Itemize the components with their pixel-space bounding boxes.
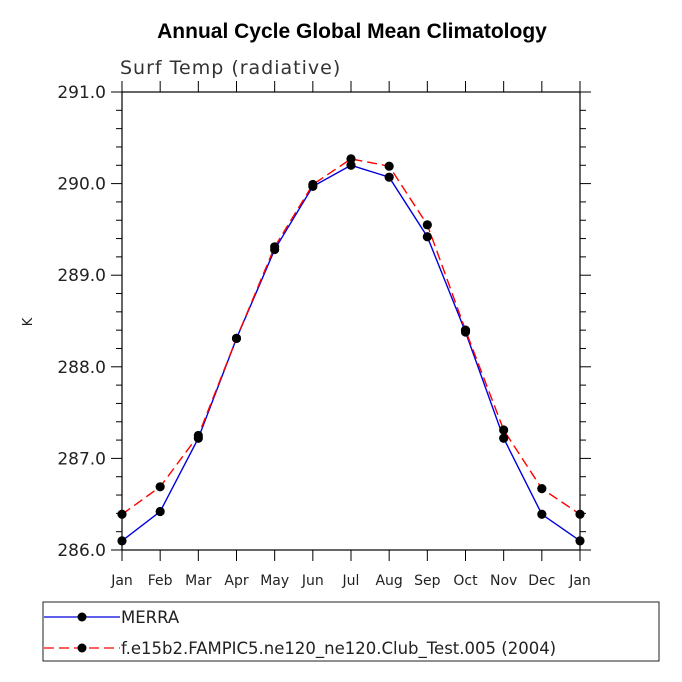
data-point-model (422, 220, 432, 230)
plot-axes: 286.0 287.0 288.0 289.0 290.0 291.0 Jan Feb Mar A… (57, 81, 591, 589)
x-tick-label: Jun (301, 573, 324, 589)
data-point-model (193, 430, 203, 441)
legend-marker-merra (77, 612, 87, 622)
y-tick-label: 291.0 (57, 83, 106, 103)
x-tick-label: Jul (342, 573, 360, 589)
chart-title: Annual Cycle Global Mean Climatology (157, 20, 547, 43)
y-tick-label: 288.0 (57, 358, 106, 378)
legend-label-merra: MERRA (121, 608, 180, 627)
x-tick-label: Mar (185, 573, 212, 589)
x-tick-label: May (260, 573, 289, 589)
y-tick-label: 289.0 (57, 266, 106, 286)
data-point-merra (384, 172, 394, 182)
data-point-model (575, 509, 585, 519)
data-point-model (117, 509, 127, 519)
data-point-model (270, 242, 280, 252)
data-point-model (231, 333, 242, 344)
x-tick-label: Sep (414, 573, 441, 589)
data-point-merra (117, 536, 127, 546)
data-point-merra (537, 509, 547, 519)
legend-marker-model (77, 643, 87, 653)
data-point-model (346, 154, 356, 164)
y-tick-label: 290.0 (57, 175, 106, 195)
y-tick-label: 287.0 (57, 449, 106, 469)
x-tick-label: Apr (224, 573, 248, 589)
x-tick-label: Jan (110, 573, 133, 589)
data-point-model (499, 425, 509, 435)
plot-series (117, 154, 585, 546)
data-point-model (460, 325, 471, 335)
y-tick-label: 286.0 (57, 541, 106, 561)
series-line-merra (121, 164, 581, 542)
data-point-model (384, 161, 394, 171)
data-point-merra (575, 536, 585, 546)
data-point-model (155, 482, 165, 492)
legend: MERRA f.e15b2.FAMPIC5.ne120_ne120.Club_T… (42, 601, 660, 662)
data-point-merra (499, 433, 509, 443)
x-tick-label: Jan (568, 573, 591, 589)
data-point-merra (155, 506, 165, 517)
x-tick-label: Dec (528, 573, 555, 589)
x-tick-label: Oct (453, 573, 478, 589)
series-line-model (121, 158, 581, 515)
data-point-merra (422, 232, 432, 242)
x-tick-label: Nov (490, 573, 517, 589)
data-point-merra (346, 160, 356, 170)
y-axis-label: K (21, 317, 36, 326)
data-point-model (308, 179, 318, 190)
legend-box (42, 601, 660, 662)
x-tick-label: Feb (148, 573, 173, 589)
x-tick-label: Aug (375, 573, 402, 589)
legend-label-model: f.e15b2.FAMPIC5.ne120_ne120.Club_Test.00… (121, 639, 556, 659)
data-point-model (537, 484, 547, 494)
chart-subtitle: Surf Temp (radiative) (120, 57, 341, 79)
